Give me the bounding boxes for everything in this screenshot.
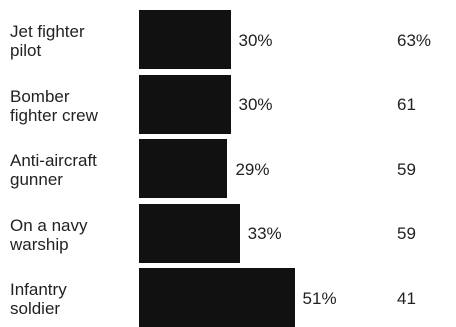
bar-value-label: 51% (302, 288, 337, 308)
bar (139, 139, 228, 198)
bar-value-label: 29% (235, 159, 270, 179)
bar (139, 10, 231, 69)
bar-value-label: 30% (238, 95, 273, 114)
bar (139, 203, 240, 263)
right-value-label: 41 (397, 288, 416, 308)
right-value-label: 63% (397, 30, 432, 50)
right-value-label: 59 (397, 159, 416, 179)
category-label: Bomber fighter crew (10, 86, 98, 125)
category-label: On a navy warship (10, 215, 88, 254)
category-label: Jet fighter pilot (10, 22, 85, 60)
bar (139, 74, 231, 134)
right-value-label: 61 (397, 95, 416, 114)
bar-value-label: 30% (238, 30, 273, 50)
right-value-label: 59 (397, 224, 416, 243)
bar (139, 268, 295, 327)
category-label: Infantry soldier (10, 280, 67, 318)
bar-value-label: 33% (247, 224, 282, 243)
category-label: Anti-aircraft gunner (10, 151, 97, 189)
